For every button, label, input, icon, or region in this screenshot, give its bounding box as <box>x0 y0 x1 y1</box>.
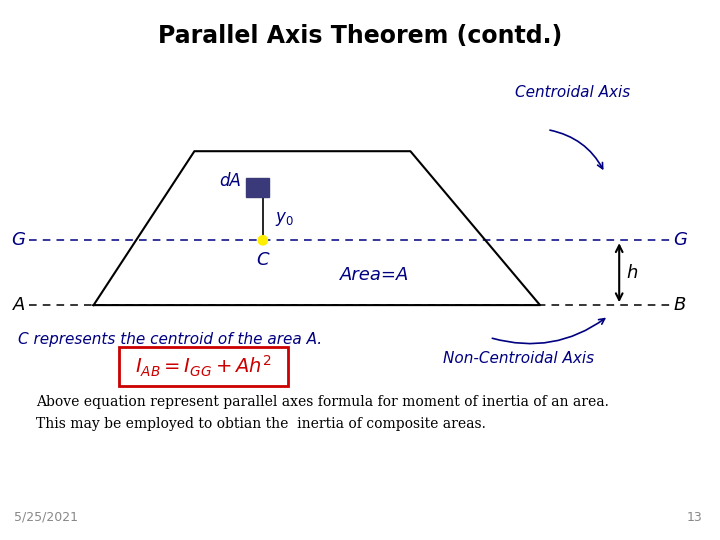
Text: 5/25/2021: 5/25/2021 <box>14 511 78 524</box>
Text: Area=A: Area=A <box>340 266 409 285</box>
Text: Parallel Axis Theorem (contd.): Parallel Axis Theorem (contd.) <box>158 24 562 48</box>
Text: C represents the centroid of the area A.: C represents the centroid of the area A. <box>18 332 322 347</box>
Text: $I_{AB} = I_{GG} + Ah^2$: $I_{AB} = I_{GG} + Ah^2$ <box>135 354 271 379</box>
Text: A: A <box>13 296 25 314</box>
Point <box>257 236 269 245</box>
Bar <box>119 347 288 386</box>
Text: $y_0$: $y_0$ <box>275 210 294 228</box>
Text: G: G <box>12 231 25 249</box>
Text: 13: 13 <box>686 511 702 524</box>
Bar <box>246 178 269 197</box>
Text: C: C <box>256 251 269 268</box>
Text: Centroidal Axis: Centroidal Axis <box>515 85 630 100</box>
Text: B: B <box>673 296 685 314</box>
Text: h: h <box>626 264 638 282</box>
Text: dA: dA <box>220 172 241 190</box>
Text: This may be employed to obtian the  inertia of composite areas.: This may be employed to obtian the inert… <box>36 417 486 431</box>
Text: Above equation represent parallel axes formula for moment of inertia of an area.: Above equation represent parallel axes f… <box>36 395 609 409</box>
Text: G: G <box>673 231 687 249</box>
Text: Non-Centroidal Axis: Non-Centroidal Axis <box>443 351 594 366</box>
